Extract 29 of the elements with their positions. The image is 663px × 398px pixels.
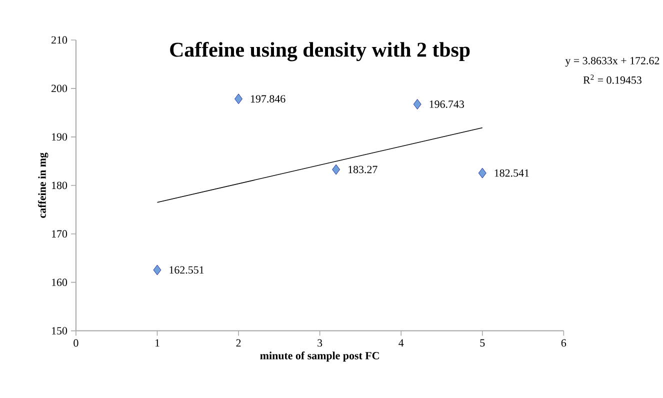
x-tick-label: 6 <box>561 339 566 347</box>
y-tick-label: 190 <box>52 133 68 141</box>
point <box>478 168 486 178</box>
y-tick-label: 150 <box>52 327 68 335</box>
x-tick-label: 0 <box>74 339 78 347</box>
y-axis-title: caffeine in mg <box>38 152 48 218</box>
y-tick-label: 180 <box>52 182 68 190</box>
data-label: 162.551 <box>170 266 204 274</box>
x-tick-label: 5 <box>480 339 485 347</box>
data-label: 182.541 <box>494 169 529 177</box>
y-tick-label: 200 <box>52 84 68 92</box>
x-tick-label: 4 <box>398 339 404 347</box>
point <box>153 264 162 276</box>
data-label: 197.846 <box>250 95 286 103</box>
x-tick-label: 3 <box>318 339 322 347</box>
y-tick-label: 210 <box>52 36 68 44</box>
text: y = 3.8633x + 172.62 <box>565 57 660 67</box>
data-label: 183.27 <box>348 166 378 174</box>
data-label: 196.743 <box>430 100 464 108</box>
x-axis-title: minute of sample post FC <box>260 352 379 362</box>
point <box>413 99 422 110</box>
point <box>234 94 242 104</box>
y-tick-label: 170 <box>52 230 68 238</box>
chart-title: Caffeine using density with 2 tbsp <box>170 42 470 62</box>
x-tick-label: 2 <box>236 339 241 347</box>
x-tick-label: 1 <box>155 339 160 347</box>
text: R$^{2}$ = 0.19453 <box>583 74 642 84</box>
point <box>332 164 340 175</box>
y-tick-label: 160 <box>52 278 68 286</box>
